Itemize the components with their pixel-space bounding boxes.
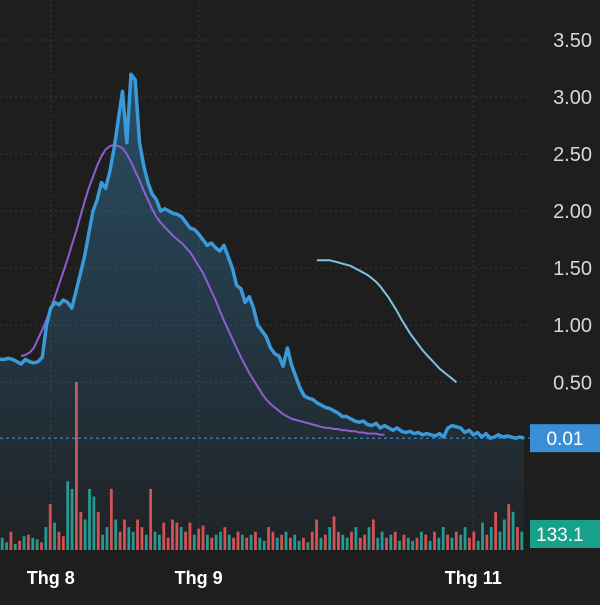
price-tick-label: 3.50 [553,30,592,52]
price-tick-label: 2.00 [553,201,592,223]
grid [0,0,528,550]
price-tick-label: 2.50 [553,144,592,166]
moving-average-slow-line [316,259,458,384]
price-badge [530,424,600,453]
price-badge-label: 0.01 [547,429,584,450]
series-lines [0,72,525,440]
price-tick-label: 1.00 [553,315,592,337]
moving-average-fast-line [20,143,385,436]
axes: 3.50 3.00 2.50 2.00 1.50 1.00 0.50 Thg 8 Thg 9 Th… [27,30,592,588]
time-tick-label: Thg 11 [445,568,502,588]
volume-badge-label: 133.1 [536,525,584,546]
price-tick-label: 1.50 [553,258,592,280]
time-tick-label: Thg 8 [27,568,75,588]
price-badges: 0.01 133.1 [0,424,600,548]
price-tick-label: 0.50 [553,372,592,394]
price-area [0,74,524,550]
volume-badge [530,520,600,548]
price-line [0,72,525,440]
price-tick-label: 3.00 [553,87,592,109]
time-tick-label: Thg 9 [175,568,223,588]
price-area-fill [0,74,524,550]
